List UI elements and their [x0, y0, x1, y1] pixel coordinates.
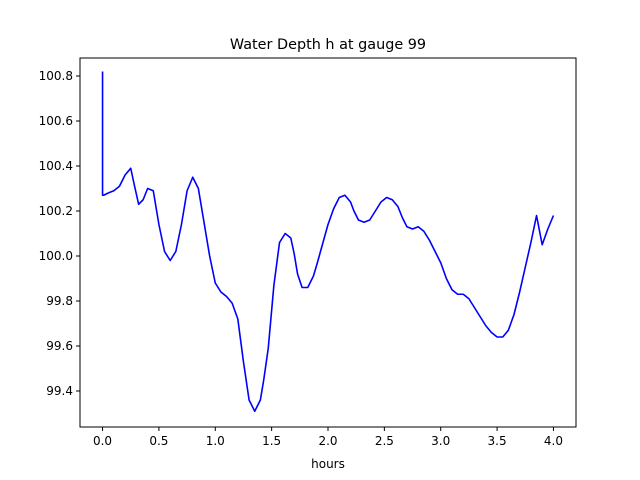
y-tick-label: 100.8 [39, 69, 73, 83]
y-tick-label: 99.4 [46, 384, 73, 398]
x-axis-label: hours [311, 457, 345, 471]
y-tick-label: 100.4 [39, 159, 73, 173]
x-tick-label: 2.0 [318, 434, 337, 448]
y-tick-label: 100.6 [39, 114, 73, 128]
y-tick-label: 100.2 [39, 204, 73, 218]
x-tick-label: 2.5 [375, 434, 394, 448]
x-tick-label: 3.5 [488, 434, 507, 448]
x-tick-label: 1.5 [262, 434, 281, 448]
series-line-0 [101, 71, 555, 413]
x-tick-label: 4.0 [544, 434, 563, 448]
y-axis: 99.4 99.6 99.8 100.0 100.2 100.4 100.6 100.8 [39, 69, 80, 398]
x-tick-label: 0.5 [149, 434, 168, 448]
y-tick-label: 100.0 [39, 249, 73, 263]
x-tick-label: 0.0 [93, 434, 112, 448]
x-axis: 0.0 0.5 1.0 1.5 2.0 2.5 3.0 3.5 4.0 [93, 427, 563, 448]
y-tick-label: 99.6 [46, 339, 73, 353]
chart-title: Water Depth h at gauge 99 [230, 37, 426, 53]
y-tick-label: 99.8 [46, 294, 73, 308]
x-tick-label: 3.0 [431, 434, 450, 448]
x-tick-label: 1.0 [206, 434, 225, 448]
